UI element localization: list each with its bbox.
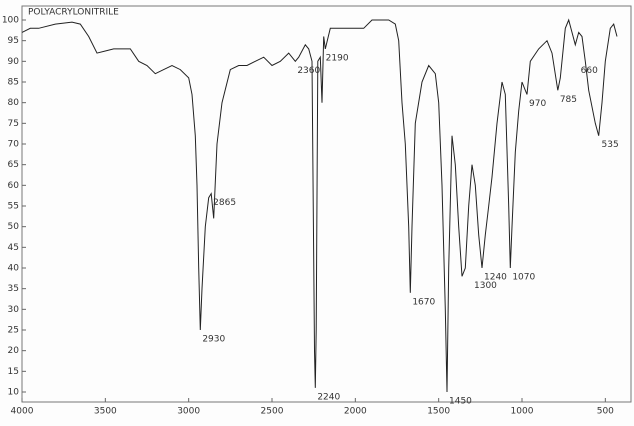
- peak-label: 2360: [297, 66, 320, 76]
- peak-label: 2865: [213, 198, 236, 208]
- y-tick-label: 95: [8, 36, 19, 46]
- x-tick-label: 1500: [427, 407, 450, 417]
- peak-label: 1070: [512, 273, 535, 283]
- plot-frame: [21, 5, 632, 403]
- y-tick-label: 15: [8, 367, 19, 377]
- peak-label: 1670: [412, 297, 435, 307]
- x-tick-label: 2000: [344, 407, 367, 417]
- y-tick-label: 45: [8, 243, 19, 253]
- peak-label: 2240: [317, 392, 340, 402]
- y-tick-label: 60: [8, 181, 20, 191]
- y-tick-label: 85: [8, 78, 19, 88]
- x-tick-label: 2500: [261, 407, 284, 417]
- y-tick-label: 30: [8, 305, 20, 315]
- y-tick-label: 55: [8, 202, 19, 212]
- x-tick-label: 3000: [177, 407, 200, 417]
- y-tick-label: 35: [8, 284, 19, 294]
- y-tick-label: 100: [2, 16, 19, 26]
- x-tick-label: 500: [597, 407, 614, 417]
- spectrum-line: [21, 18, 618, 393]
- y-tick-label: 65: [8, 160, 19, 170]
- y-tick-label: 50: [8, 222, 20, 232]
- peak-label: 1450: [449, 397, 472, 407]
- peak-label: 660: [581, 66, 598, 76]
- y-tick-label: 25: [8, 326, 19, 336]
- peak-label: 970: [529, 99, 546, 109]
- peak-label: 2930: [202, 335, 225, 345]
- y-tick-label: 10: [8, 388, 20, 398]
- y-tick-label: 90: [8, 57, 20, 67]
- y-tick-label: 75: [8, 119, 19, 129]
- peak-label: 535: [602, 140, 619, 150]
- y-tick-label: 20: [8, 346, 20, 356]
- peak-label: 785: [560, 95, 577, 105]
- x-tick-label: 3500: [94, 407, 117, 417]
- y-tick-label: 70: [8, 140, 20, 150]
- y-tick-label: 40: [8, 264, 20, 274]
- chart-title: POLYACRYLONITRILE: [28, 8, 119, 18]
- y-tick-label: 80: [8, 98, 20, 108]
- peak-label: 1300: [474, 281, 497, 291]
- x-tick-label: 1000: [511, 407, 534, 417]
- peak-label: 1240: [484, 273, 507, 283]
- x-tick-label: 4000: [11, 407, 34, 417]
- peak-label: 2190: [326, 53, 349, 63]
